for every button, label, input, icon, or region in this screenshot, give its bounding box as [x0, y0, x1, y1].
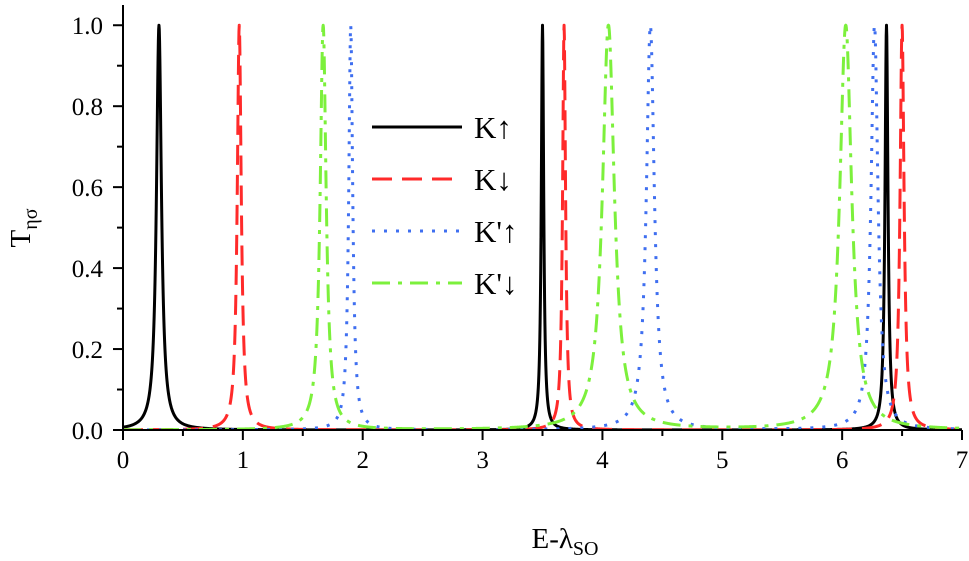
legend-label-2: K'↑ [474, 214, 517, 249]
x-tick-label: 0 [117, 447, 130, 474]
axes-layer [113, 5, 963, 440]
y-tick-label: 1.0 [72, 13, 103, 40]
x-tick-label: 6 [836, 447, 849, 474]
y-tick-label: 0.8 [72, 94, 103, 121]
x-tick-label: 7 [956, 447, 969, 474]
x-tick-label: 1 [237, 447, 250, 474]
legend-label-0: K↑ [474, 110, 512, 145]
legend-label-1: K↓ [474, 162, 512, 197]
x-axis-label: E-λSO [531, 523, 598, 560]
y-tick-label: 0.0 [72, 418, 103, 445]
tick-labels: 0 1 2 3 4 5 6 7 0.0 0.2 0.4 0.6 0.8 1.0 [72, 13, 969, 474]
legend-label-3: K'↓ [474, 266, 517, 301]
y-tick-label: 0.4 [72, 256, 104, 283]
x-tick-label: 4 [596, 447, 609, 474]
x-tick-label: 3 [476, 447, 489, 474]
legend: K↑ K↓ K'↑ K'↓ [372, 110, 517, 301]
x-tick-label: 2 [356, 447, 369, 474]
series-line-0 [123, 23, 962, 430]
x-tick-label: 5 [716, 447, 729, 474]
series-layer [123, 23, 962, 430]
y-tick-label: 0.6 [72, 175, 103, 202]
series-line-1 [123, 23, 962, 430]
y-axis-label: Tησ [5, 208, 42, 247]
y-tick-label: 0.2 [72, 337, 103, 364]
